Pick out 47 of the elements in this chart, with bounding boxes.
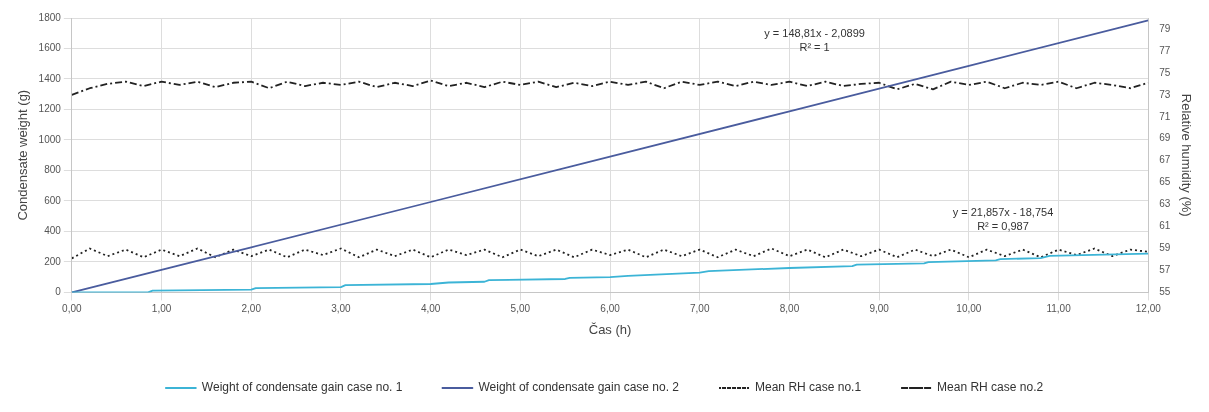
y2-tick-label: 59 <box>1159 242 1171 254</box>
y2-tick-label: 65 <box>1159 176 1171 188</box>
y-tick-label: 1400 <box>38 72 62 84</box>
x-tick-label: 9,00 <box>869 303 890 315</box>
x-tick-label: 7,00 <box>690 303 710 315</box>
x-axis-title: Čas (h) <box>588 321 632 337</box>
y2-tick-label: 73 <box>1159 88 1171 100</box>
x-tick-label: 2,00 <box>241 303 262 315</box>
legend-label: Weight of condensate gain case no. 2 <box>478 380 680 395</box>
annotation: y = 21,857x - 18,754 <box>952 205 1054 218</box>
y-tick-label: 1800 <box>38 11 62 23</box>
legend-label: Mean RH case no.2 <box>937 380 1044 395</box>
legend-label: Mean RH case no.1 <box>755 380 862 395</box>
y-tick-label: 600 <box>44 194 62 206</box>
x-tick-label: 10,00 <box>956 303 982 315</box>
y2-tick-label: 69 <box>1159 132 1171 144</box>
x-tick-label: 6,00 <box>600 303 621 315</box>
y2-tick-label: 55 <box>1159 286 1171 298</box>
y-tick-label: 200 <box>44 255 62 267</box>
y2-tick-label: 61 <box>1159 220 1171 232</box>
x-tick-label: 8,00 <box>779 303 800 315</box>
annotation: R² = 0,987 <box>977 219 1029 232</box>
x-tick-label: 11,00 <box>1046 303 1072 315</box>
x-tick-label: 1,00 <box>151 303 172 315</box>
y2-tick-label: 57 <box>1159 264 1171 276</box>
x-tick-label: 0,00 <box>62 303 83 315</box>
y2-axis-title: Relative humidity (%) <box>1178 93 1194 217</box>
y-axis-title: Condensate weight (g) <box>15 89 31 221</box>
annotation: y = 148,81x - 2,0899 <box>764 27 865 40</box>
y-tick-label: 1000 <box>38 133 62 145</box>
y-tick-label: 800 <box>44 164 62 176</box>
annotation: R² = 1 <box>799 41 830 54</box>
y2-tick-label: 67 <box>1159 154 1171 166</box>
y2-tick-label: 75 <box>1159 66 1171 78</box>
legend-label: Weight of condensate gain case no. 1 <box>201 380 403 395</box>
y2-tick-label: 63 <box>1159 198 1171 210</box>
x-tick-label: 4,00 <box>420 303 441 315</box>
x-tick-label: 12,00 <box>1135 303 1162 315</box>
y2-tick-label: 77 <box>1159 44 1171 56</box>
y-tick-label: 1200 <box>38 103 62 115</box>
x-tick-label: 3,00 <box>331 303 352 315</box>
y2-tick-label: 79 <box>1159 22 1171 34</box>
y-tick-label: 0 <box>55 286 62 298</box>
y2-tick-label: 71 <box>1159 110 1171 122</box>
x-tick-label: 5,00 <box>510 303 531 315</box>
y-tick-label: 1600 <box>38 42 62 54</box>
y-tick-label: 400 <box>44 225 62 237</box>
